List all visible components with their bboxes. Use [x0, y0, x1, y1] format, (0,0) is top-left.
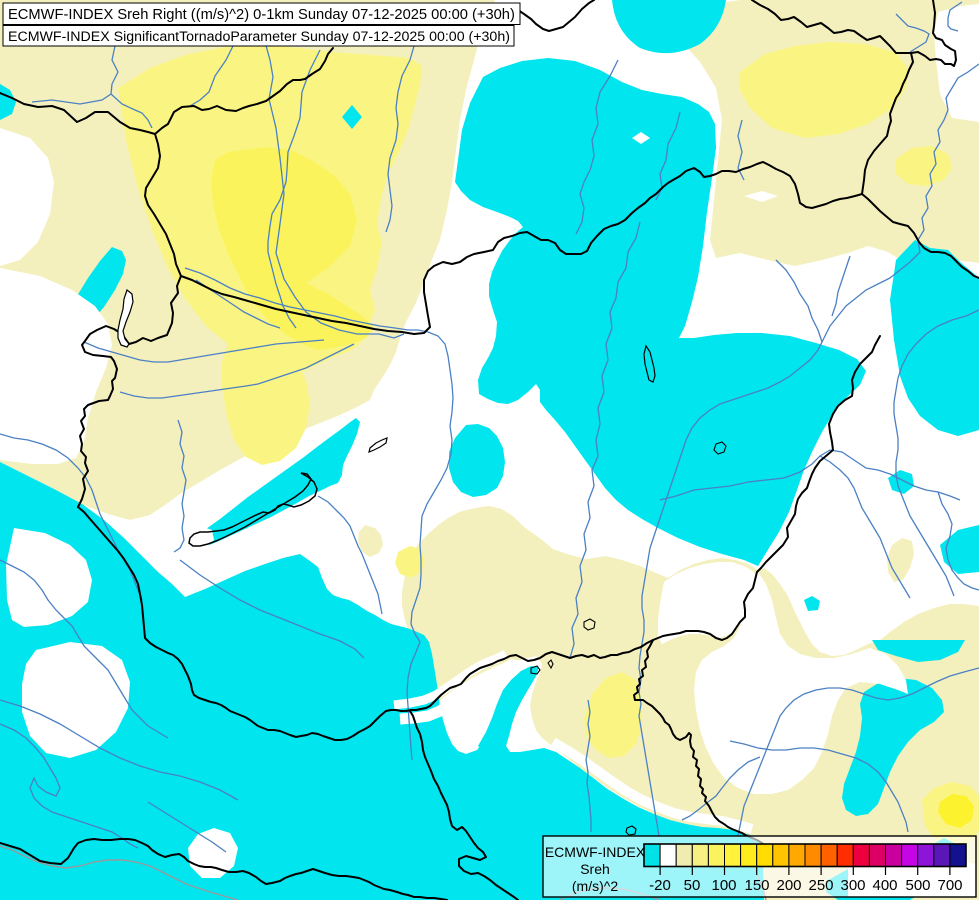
svg-text:ECMWF-INDEX Sreh Right ((m/s)^: ECMWF-INDEX Sreh Right ((m/s)^2) 0-1km S… [8, 7, 515, 23]
svg-text:100: 100 [711, 877, 736, 894]
svg-text:50: 50 [684, 877, 701, 894]
svg-text:(m/s)^2: (m/s)^2 [572, 878, 618, 894]
svg-text:700: 700 [937, 877, 962, 894]
svg-text:-20: -20 [649, 877, 671, 894]
svg-text:250: 250 [808, 877, 833, 894]
svg-text:ECMWF-INDEX: ECMWF-INDEX [545, 844, 646, 860]
svg-text:Sreh: Sreh [580, 861, 610, 877]
svg-text:ECMWF-INDEX SignificantTornado: ECMWF-INDEX SignificantTornadoParameter … [8, 29, 510, 45]
svg-text:500: 500 [905, 877, 930, 894]
svg-text:300: 300 [840, 877, 865, 894]
svg-text:150: 150 [744, 877, 769, 894]
svg-text:400: 400 [872, 877, 897, 894]
svg-text:200: 200 [776, 877, 801, 894]
